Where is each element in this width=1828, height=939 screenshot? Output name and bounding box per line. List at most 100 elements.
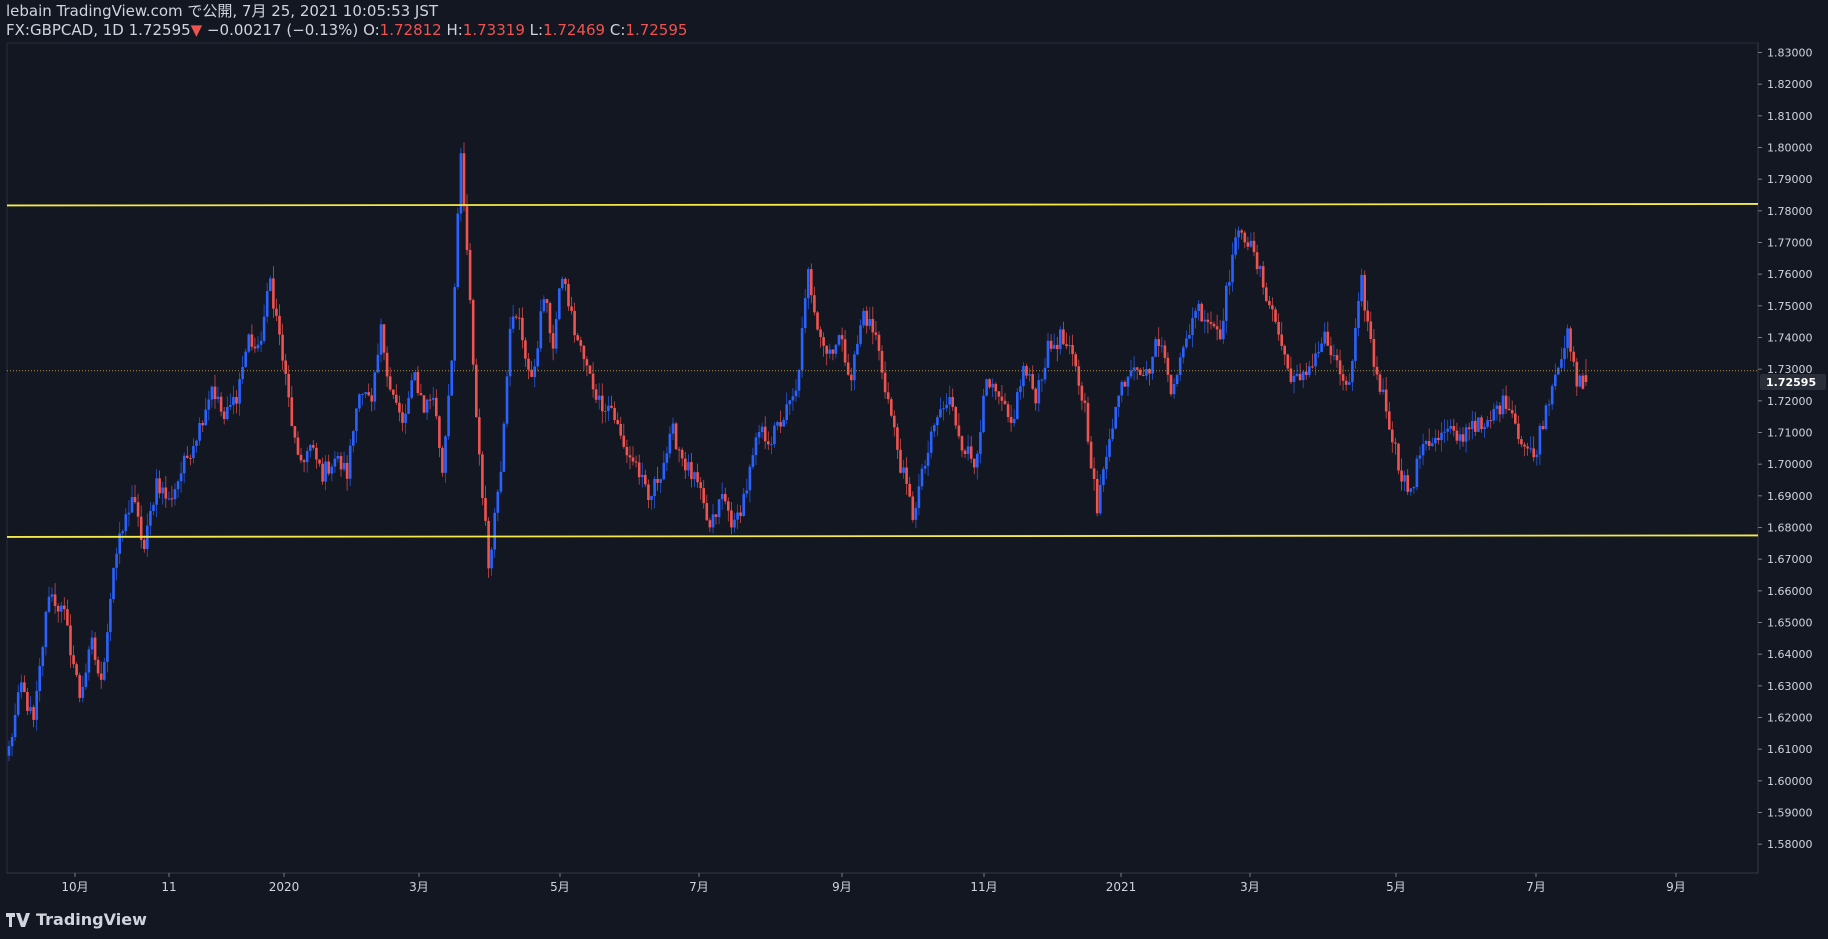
candle-body [496,491,500,513]
candle-body [1117,395,1120,408]
candle-body [868,319,871,326]
last-price-badge [1760,373,1826,390]
candle-body [1120,381,1124,396]
last-price: 1.72595 [128,21,191,39]
candle-body [1111,428,1114,440]
candle-body [1554,374,1557,387]
candle-body [1348,382,1351,385]
candle-body [352,431,355,446]
candle-body [773,425,776,444]
candle-body [78,675,81,698]
candle-body [671,423,675,434]
candle-body [1215,326,1219,330]
candle-body [379,324,383,355]
candle-body [376,354,380,373]
candle-body [1261,266,1265,288]
candle-body [1034,388,1037,404]
candle-body [358,394,361,409]
resistance-line [6,203,1759,207]
tradingview-logo[interactable]: TradingView [6,910,147,929]
candle-body [1424,441,1428,445]
candle-body [886,392,890,400]
time-tick-label: 11月 [970,880,997,894]
candle-body [1351,360,1354,382]
candle-body [616,420,619,424]
candle-body [244,351,247,367]
candle-body [1243,232,1247,243]
candle-body [361,393,364,395]
candle-body [1501,395,1505,415]
candle-body [745,490,749,494]
candle-body [613,407,616,420]
candle-body [696,472,699,483]
candle-body [1135,367,1139,370]
candle-body [779,422,782,427]
time-tick-label: 5月 [550,880,570,894]
candle-body [1182,347,1185,358]
candle-body [785,404,788,420]
candle-body [1372,339,1376,367]
candle-body [226,406,229,420]
candle-body [690,462,693,480]
candle-body [1477,417,1480,432]
candle-body [880,351,884,373]
candle-body [1378,374,1382,392]
candle-body [754,437,758,456]
candle-body [296,437,300,455]
candle-body [1301,371,1305,381]
price-tick-label: 1.82000 [1767,78,1813,91]
time-tick-label: 3月 [1240,880,1260,894]
candle-body [1295,373,1299,376]
candle-body [72,655,75,665]
candle-body [637,462,641,478]
plot-border [6,42,1759,874]
candle-body [29,707,32,712]
candle-body [1129,370,1133,377]
candle-body [404,413,407,423]
candle-body [1025,366,1028,376]
candle-body [1249,240,1253,247]
candle-body [770,444,773,446]
candle-body [1514,413,1517,424]
down-arrow-icon: ▼ [190,21,203,39]
candle-body [1526,446,1529,449]
price-axis[interactable]: 1.58000 1.59000 1.60000 1.61000 1.62000 1.630… [1758,47,1826,852]
candle-body [973,458,976,468]
candle-body [431,397,435,400]
candle-body [902,467,905,473]
candle-body [53,594,57,606]
high-label: H: [446,21,463,39]
tradingview-logo-icon [6,912,30,927]
candle-body [1228,282,1231,286]
candle-body [1569,328,1572,352]
candle-body [1132,367,1136,371]
candle-body [1274,309,1277,322]
support-line [6,534,1759,538]
candle-body [305,451,309,463]
price-chart[interactable]: 1.58000 1.59000 1.60000 1.61000 1.62000 1.630… [0,0,1828,900]
candle-body [1575,361,1579,387]
candle-body [628,455,632,458]
candle-body [1440,432,1443,441]
candle-body [960,436,964,451]
candle-body [982,395,985,433]
candle-body [1406,475,1409,492]
candle-body [481,454,484,498]
candle-body [69,625,72,656]
candle-body [471,300,475,365]
candle-body [1544,405,1548,429]
candle-body [1209,322,1213,324]
candle-body [1114,407,1117,429]
candle-body [38,666,41,691]
candle-body [1019,386,1022,393]
candle-body [505,376,509,424]
candle-body [1237,230,1240,238]
candle-body [23,682,26,692]
candle-body [693,472,696,480]
candle-body [1083,400,1087,403]
price-tick-label: 1.74000 [1767,332,1813,345]
candle-body [173,489,177,500]
candle-body [994,383,998,392]
time-axis[interactable]: 10月 11 2020 3月 5月 7月 9月 11月 2021 3月 5月 7月 9月 [61,873,1686,894]
candle-body [13,715,17,738]
